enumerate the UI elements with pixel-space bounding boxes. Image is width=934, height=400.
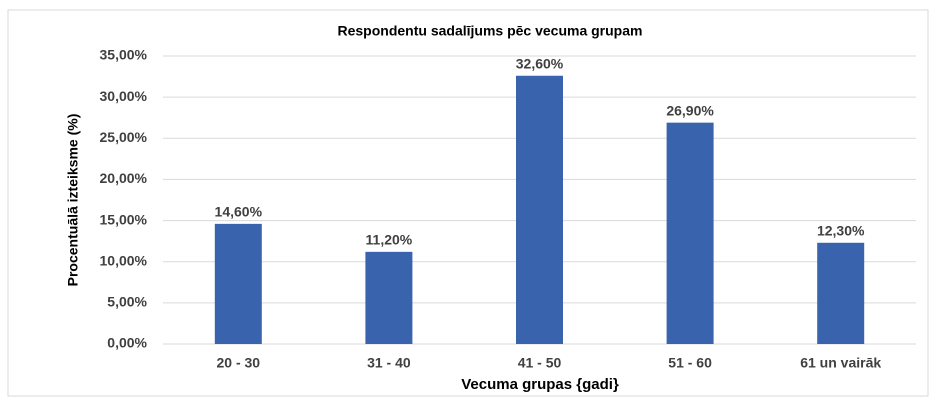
data-label: 26,90%	[666, 102, 714, 118]
x-tick-label: 31 - 40	[367, 355, 411, 371]
y-tick-label: 35,00%	[100, 47, 148, 63]
x-tick-label: 20 - 30	[217, 355, 261, 371]
bar	[214, 223, 262, 344]
y-tick-label: 25,00%	[100, 129, 148, 145]
y-tick-label: 30,00%	[100, 88, 148, 104]
chart-title: Respondentu sadalījums pēc vecuma grupam	[338, 23, 643, 39]
y-tick-label: 20,00%	[100, 170, 148, 186]
chart-frame	[7, 9, 929, 397]
bar	[817, 242, 865, 344]
data-label: 14,60%	[215, 204, 263, 220]
x-axis-label: Vecuma grupas {gadi}	[461, 376, 619, 393]
bar	[666, 122, 714, 344]
y-tick-label: 0,00%	[107, 335, 147, 351]
y-tick-label: 15,00%	[100, 211, 148, 227]
data-label: 32,60%	[516, 55, 564, 71]
x-tick-label: 41 - 50	[518, 355, 562, 371]
x-tick-label: 61 un vairāk	[800, 355, 881, 371]
bar	[516, 75, 563, 345]
x-tick-label: 51 - 60	[668, 355, 712, 371]
bar	[365, 251, 413, 344]
y-axis-label: Procentuālā izteiksme (%)	[65, 114, 81, 287]
y-tick-label: 10,00%	[100, 252, 148, 268]
y-tick-label: 5,00%	[107, 294, 147, 310]
data-label: 11,20%	[366, 232, 413, 248]
data-label: 12,30%	[817, 222, 865, 238]
